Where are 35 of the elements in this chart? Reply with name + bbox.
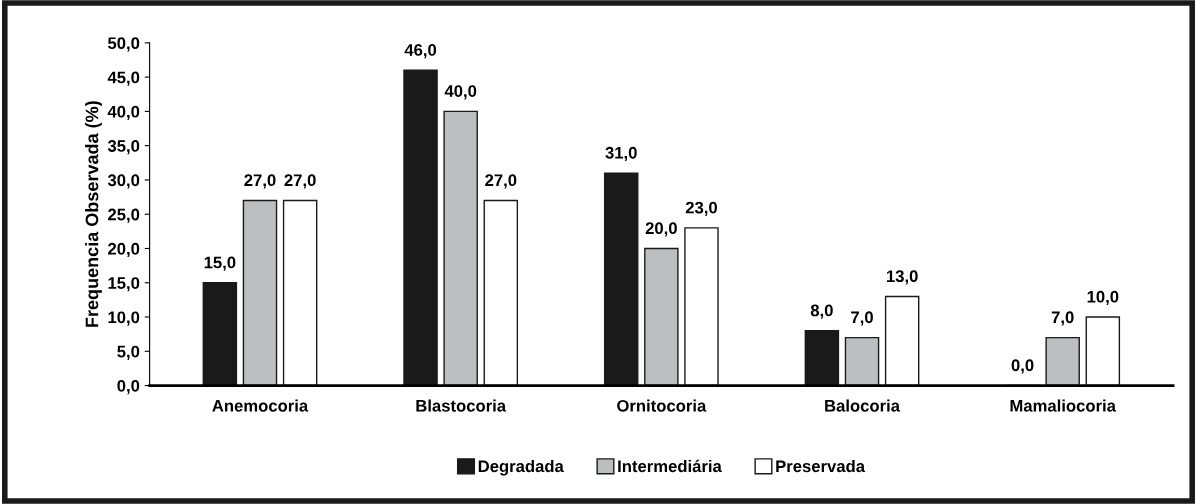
legend-label: Preservada [776, 459, 866, 473]
x-tick-label: Blastocoria [416, 399, 507, 412]
x-tick-label: Balocoria [825, 399, 901, 412]
y-tick-label: 45,0 [107, 71, 140, 86]
data-label: 27,0 [284, 174, 316, 189]
data-label: 40,0 [444, 85, 477, 100]
y-tick-label: 5,0 [117, 345, 140, 360]
y-tick-label: 35,0 [107, 140, 140, 155]
data-label: 15,0 [204, 256, 236, 271]
y-tick-label: 40,0 [107, 105, 140, 120]
y-tick-label: 50,0 [107, 37, 140, 52]
y-tick-label: 20,0 [108, 242, 140, 258]
x-tick-label: Mamaliocoria [1010, 399, 1117, 412]
data-label: 27,0 [244, 174, 276, 189]
data-label: 46,0 [404, 44, 437, 59]
data-label: 0,0 [1011, 359, 1034, 374]
y-tick-label: 10,0 [108, 311, 140, 326]
data-label: 20,0 [645, 222, 677, 237]
x-tick-label: Ornitocoria [617, 399, 707, 412]
data-label: 7,0 [1051, 311, 1074, 326]
data-label: 8,0 [810, 304, 833, 319]
legend-label: Degradada [478, 459, 564, 476]
y-tick-label: 15,0 [108, 277, 140, 292]
data-label: 27,0 [485, 174, 517, 189]
x-tick-label: Anemocoria [212, 399, 309, 412]
data-label: 23,0 [685, 201, 718, 216]
data-label: 31,0 [605, 146, 637, 162]
data-label: 7,0 [851, 311, 873, 326]
y-axis-title: Frequencia Observada (%) [85, 101, 102, 327]
y-tick-label: 0,0 [117, 379, 140, 395]
y-tick-label: 30,0 [107, 174, 140, 189]
y-tick-label: 25,0 [108, 208, 140, 223]
legend-label: Intermediária [618, 459, 722, 473]
data-label: 10,0 [1087, 290, 1119, 306]
data-label: 13,0 [886, 270, 918, 285]
